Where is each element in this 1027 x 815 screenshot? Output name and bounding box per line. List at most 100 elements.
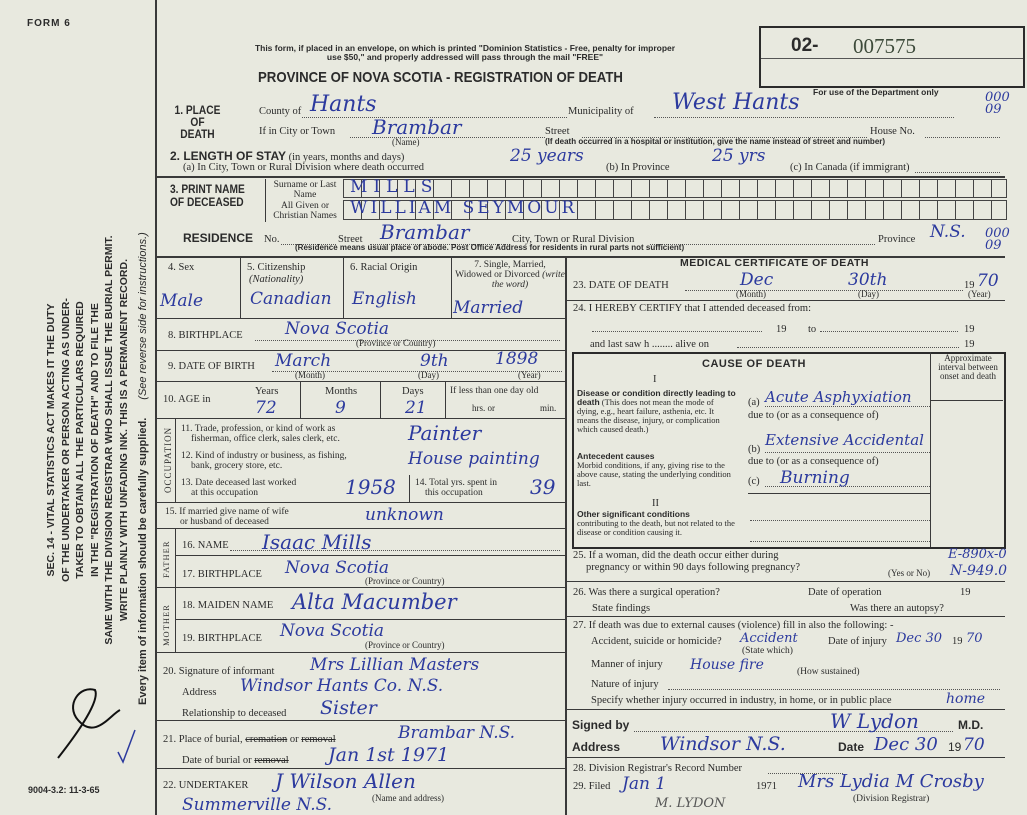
divider <box>566 709 1005 710</box>
autopsy-label: Was there an autopsy? <box>850 603 944 614</box>
undertaker-name: J Wilson Allen <box>275 769 416 793</box>
divider <box>157 502 565 503</box>
date-of-death-day: 30th <box>848 270 888 290</box>
hrs-label: hrs. or <box>472 403 495 413</box>
city-line <box>350 137 545 138</box>
accident-type-value: Accident <box>740 631 798 646</box>
given-names-value: WILLIAM SEYMOUR <box>350 198 578 218</box>
street-line <box>582 137 867 138</box>
racial-origin-value: English <box>352 289 417 309</box>
residence-street-label: Street <box>338 234 363 245</box>
cause-of-death-title: CAUSE OF DEATH <box>702 358 806 370</box>
house-no-line <box>925 137 1000 138</box>
residence-province-label: Province <box>878 234 916 245</box>
cause-b-value: Extensive Accidental <box>765 431 924 449</box>
surname-value: MILLS <box>350 177 439 197</box>
divider <box>566 757 1005 758</box>
residence-street-value: Brambar <box>380 220 470 244</box>
dod-year-note: (Year) <box>968 289 991 299</box>
operation-date-label: Date of operation <box>808 587 882 598</box>
injury-place-label: Specify whether injury occurred in indus… <box>591 695 892 706</box>
surname-label: Surname or Last Name <box>273 180 337 201</box>
mother-birthplace-note: (Province or Country) <box>365 640 445 650</box>
marital-note: (write the word) <box>491 270 565 290</box>
last-worked-value: 1958 <box>345 475 396 499</box>
classification-code: E-890x-0 <box>948 547 1007 562</box>
residence-no-label: No. <box>264 234 280 245</box>
operation-year: 19 <box>960 587 971 598</box>
divider <box>157 652 565 653</box>
county-line <box>302 117 567 118</box>
birthplace-label: 8. BIRTHPLACE <box>168 330 243 341</box>
attended-to-line <box>820 331 958 332</box>
citizenship-label-text: 5. Citizenship <box>247 262 306 273</box>
registrar-signature: Mrs Lydia M Crosby <box>798 771 984 792</box>
pregnancy-note: (Yes or No) <box>888 568 931 578</box>
divider <box>240 257 241 318</box>
signed-by-label: Signed by <box>572 718 630 732</box>
municipality-line <box>654 117 954 118</box>
municipality-value: West Hants <box>672 90 800 115</box>
citizenship-note: (Nationality) <box>249 273 304 285</box>
industry-label-line: 12. Kind of industry or business, as fis… <box>181 451 347 461</box>
physician-address-label: Address <box>572 740 621 754</box>
informant-address-label: Address <box>182 687 217 698</box>
registration-prefix: 02- <box>791 35 819 56</box>
injury-place-value: home <box>946 691 986 707</box>
divider <box>748 493 930 494</box>
date-of-death-year: 70 <box>977 271 999 291</box>
stay-city-label: (a) In City, Town or Rural Division wher… <box>183 162 424 173</box>
cause-a-line <box>765 406 930 407</box>
divider <box>566 300 1005 301</box>
interval-label: Approximate interval between onset and d… <box>938 353 998 381</box>
filed-label: 29. Filed <box>573 781 611 792</box>
accident-type-label: Accident, suicide or homicide? <box>591 636 722 647</box>
year-note: (Year) <box>518 370 541 380</box>
date-of-death-label: 23. DATE OF DEATH <box>573 280 669 291</box>
relationship-label: Relationship to deceased <box>182 708 287 719</box>
struck-text: removal <box>301 734 336 745</box>
side-notice-line: IN THE "REGISTRATION OF DEATH" AND TO FI… <box>88 303 101 577</box>
burial-or-text: or <box>289 734 299 745</box>
antecedent-heading: Antecedent causes <box>577 451 655 461</box>
attended-from-line <box>592 331 762 332</box>
form-number: FORM 6 <box>27 18 71 29</box>
divider <box>157 768 565 769</box>
other-conditions-description: Other significant conditions contributing… <box>577 510 737 537</box>
pregnancy-label-line: 25. If a woman, did the death occur eith… <box>573 550 779 561</box>
father-birthplace-value: Nova Scotia <box>285 558 390 578</box>
industry-label-line: bank, grocery store, etc. <box>191 461 283 472</box>
residence-street-line <box>370 244 510 245</box>
direct-cause-description: Disease or condition directly leading to… <box>577 389 737 434</box>
surname-boxes <box>343 179 1007 198</box>
antecedent-text: Morbid conditions, if any, giving rise t… <box>577 460 731 488</box>
divider <box>930 352 931 547</box>
spouse-value: unknown <box>365 505 444 525</box>
side-notice-line: TAKER TO OBTAIN ALL THE PARTICULARS REQU… <box>74 301 86 579</box>
findings-label: State findings <box>592 603 651 614</box>
dob-label: 9. DATE OF BIRTH <box>168 361 255 372</box>
date-of-death-year-prefix: 19 <box>964 280 975 291</box>
antecedent-description: Antecedent causes Morbid conditions, if a… <box>577 452 737 488</box>
residence-label: RESIDENCE <box>183 231 254 245</box>
stay-province-value: 25 yrs <box>712 146 766 166</box>
years-label: Years <box>255 386 279 397</box>
record-number-line <box>768 773 843 774</box>
page-title: PROVINCE OF NOVA SCOTIA - REGISTRATION O… <box>258 69 623 86</box>
father-name-line <box>230 550 560 551</box>
attended-from-year: 19 <box>776 324 787 335</box>
pregnancy-label: 25. If a woman, did the death occur eith… <box>573 550 800 573</box>
manner-value: House fire <box>690 657 764 673</box>
dob-year: 1898 <box>495 349 539 369</box>
burial-place-label-text: 21. Place of burial, <box>163 734 243 745</box>
trade-label-line: 11. Trade, profession, or kind of work a… <box>181 424 336 434</box>
marital-label-text: 7. Single, Married, Widowed or Divorced <box>455 260 546 280</box>
attended-to-year: 19 <box>964 324 975 335</box>
injury-year: 70 <box>966 631 983 646</box>
industry-label: 12. Kind of industry or business, as fis… <box>181 451 347 472</box>
manner-note: (How sustained) <box>797 667 860 677</box>
signature-date-label: Date <box>838 740 865 754</box>
cause-a-label: (a) <box>748 397 760 408</box>
residence-no-line <box>281 244 336 245</box>
external-causes-label: 27. If death was due to external causes … <box>573 620 894 631</box>
